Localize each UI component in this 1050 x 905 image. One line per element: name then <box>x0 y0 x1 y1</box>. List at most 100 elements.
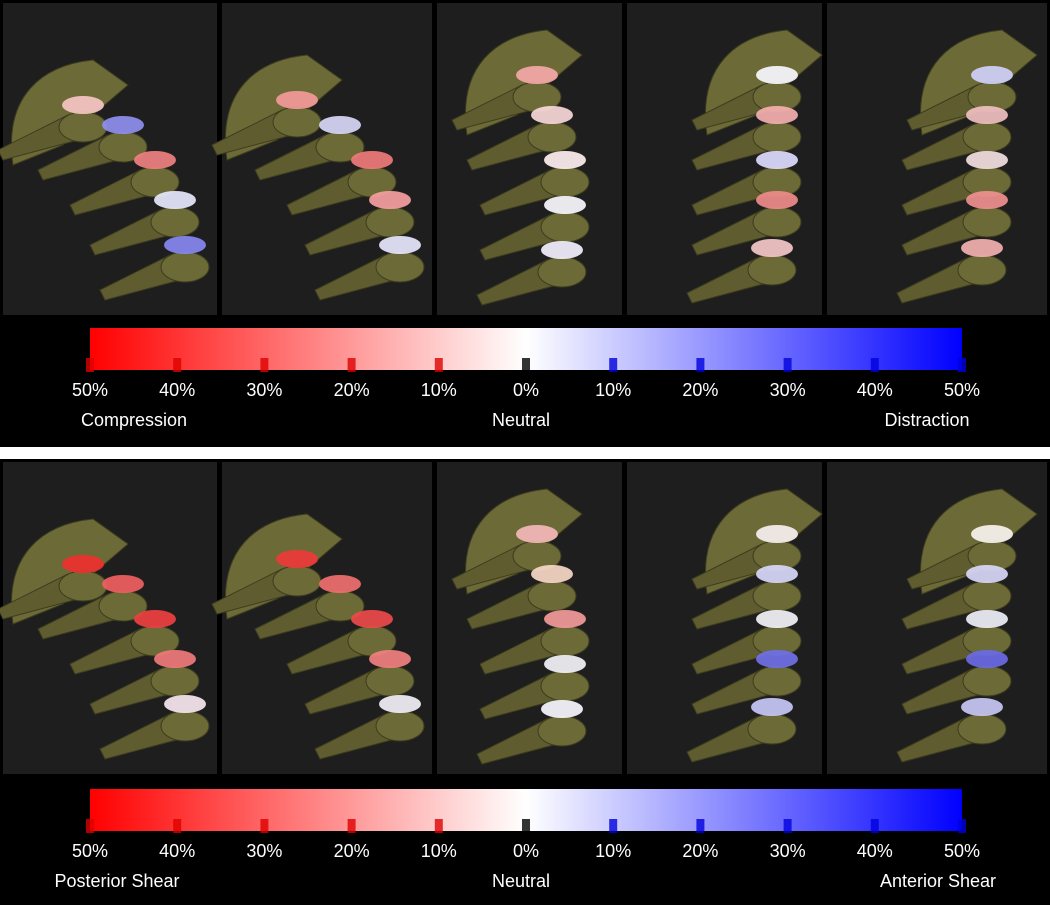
vertebra-body <box>747 254 797 286</box>
scale-label-right: Anterior Shear <box>880 871 996 891</box>
disc <box>966 650 1008 668</box>
disc <box>369 650 411 668</box>
vertebra-body <box>957 254 1007 286</box>
scale-tick <box>958 819 966 833</box>
vertebra-body <box>957 713 1007 745</box>
scale-tick-label: 40% <box>159 841 195 861</box>
disc <box>544 151 586 169</box>
disc <box>516 66 558 84</box>
scale-tick <box>347 819 356 833</box>
scale-tick-label: 0% <box>513 380 539 400</box>
scale-tick-label: 20% <box>682 841 718 861</box>
disc <box>966 610 1008 628</box>
disc <box>544 655 586 673</box>
scale-tick-label: 20% <box>682 380 718 400</box>
disc <box>62 96 104 114</box>
vertebra-body <box>58 111 108 143</box>
disc <box>164 236 206 254</box>
disc <box>379 236 421 254</box>
disc <box>379 695 421 713</box>
scale-tick <box>696 819 705 833</box>
disc <box>276 91 318 109</box>
scale-tick-label: 30% <box>246 380 282 400</box>
disc <box>756 66 798 84</box>
disc <box>756 191 798 209</box>
disc <box>134 151 176 169</box>
scale-label-left: Compression <box>81 410 187 430</box>
disc <box>102 575 144 593</box>
disc <box>751 698 793 716</box>
disc <box>966 565 1008 583</box>
scale-tick <box>958 358 966 372</box>
spine-image <box>437 462 622 774</box>
disc <box>961 698 1003 716</box>
scale-tick-label: 30% <box>246 841 282 861</box>
disc <box>971 66 1013 84</box>
scale-tick-label: 10% <box>421 841 457 861</box>
disc <box>966 106 1008 124</box>
scale-tick-label: 10% <box>595 841 631 861</box>
scale-tick <box>434 819 443 833</box>
disc <box>541 241 583 259</box>
vertebra-body <box>540 166 590 198</box>
spine-image <box>0 3 217 315</box>
disc <box>164 695 206 713</box>
scale-tick <box>173 358 182 372</box>
spine-image <box>211 3 432 315</box>
vertebra-body <box>272 106 322 138</box>
disc <box>134 610 176 628</box>
disc <box>756 151 798 169</box>
vertebra-body <box>272 565 322 597</box>
vertebra-body <box>150 206 200 238</box>
vertebra-body <box>375 251 425 283</box>
disc <box>541 700 583 718</box>
scale-tick <box>86 358 94 372</box>
panel: 50% 40% 30% 20% 10% 0% 10% 20% 30% 40% 50% Compress… <box>0 0 1050 447</box>
vertebra-body <box>752 206 802 238</box>
scale-tick-label: 50% <box>72 380 108 400</box>
vertebra-body <box>962 121 1012 153</box>
vertebra-body <box>537 256 587 288</box>
scale-tick-label: 40% <box>857 380 893 400</box>
vertebra-body <box>747 713 797 745</box>
disc <box>351 610 393 628</box>
vertebra-body <box>540 625 590 657</box>
disc <box>531 106 573 124</box>
disc <box>756 610 798 628</box>
scale-tick-label: 30% <box>770 380 806 400</box>
scale-tick-label: 30% <box>770 841 806 861</box>
vertebra-body <box>527 121 577 153</box>
scale-tick-label: 10% <box>421 380 457 400</box>
disc <box>351 151 393 169</box>
scale-tick-label: 10% <box>595 380 631 400</box>
scale-tick <box>783 819 792 833</box>
scale-tick-label: 20% <box>334 380 370 400</box>
scale-tick-label: 50% <box>944 841 980 861</box>
scale-tick-label: 50% <box>72 841 108 861</box>
spine-image <box>437 3 622 315</box>
disc <box>369 191 411 209</box>
scale-tick <box>522 819 530 833</box>
disc <box>756 525 798 543</box>
scale-tick <box>86 819 94 833</box>
spine-image <box>627 3 823 315</box>
disc <box>544 610 586 628</box>
disc <box>756 650 798 668</box>
scale-tick <box>783 358 792 372</box>
scale-tick <box>870 358 879 372</box>
scale-label-center: Neutral <box>492 410 550 430</box>
disc <box>966 191 1008 209</box>
scale-tick <box>609 358 618 372</box>
vertebra-body <box>527 580 577 612</box>
scale-tick-label: 20% <box>334 841 370 861</box>
vertebra-body <box>752 121 802 153</box>
disc <box>756 565 798 583</box>
vertebra-body <box>537 715 587 747</box>
spine-image <box>0 462 217 774</box>
disc <box>154 191 196 209</box>
disc <box>62 555 104 573</box>
vertebra-body <box>752 665 802 697</box>
scale-tick <box>347 358 356 372</box>
vertebra-body <box>160 710 210 742</box>
vertebra-body <box>58 570 108 602</box>
